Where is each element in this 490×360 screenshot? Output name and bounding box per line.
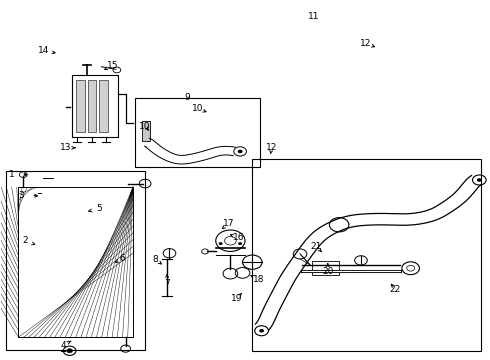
Text: 2: 2 [22,236,27,245]
Bar [76,80,85,132]
Text: 3: 3 [18,190,24,199]
Text: 14: 14 [38,46,49,55]
Circle shape [259,329,264,333]
Bar [19,187,133,337]
Text: 21: 21 [311,242,322,251]
Circle shape [238,242,242,245]
Text: 16: 16 [233,233,245,242]
Text: 13: 13 [60,143,72,152]
Bar [72,75,118,137]
Text: 22: 22 [390,285,401,294]
Text: 10: 10 [192,104,203,113]
Circle shape [477,178,482,182]
Text: 19: 19 [230,294,242,303]
Text: 18: 18 [253,275,265,284]
Circle shape [238,150,243,153]
Circle shape [67,348,73,353]
Bar [252,158,481,351]
Text: 17: 17 [222,219,234,228]
Text: 15: 15 [107,61,118,70]
Text: 12: 12 [360,39,371,48]
Bar [142,121,150,141]
Text: 7: 7 [164,279,170,288]
Text: 9: 9 [185,93,191,102]
Bar [88,80,97,132]
Text: 10: 10 [139,122,151,131]
Bar [99,80,108,132]
Bar [135,98,260,167]
Bar [312,261,339,275]
Bar [19,187,133,337]
Text: 8: 8 [152,255,158,264]
Text: 4: 4 [61,341,67,350]
Text: 5: 5 [96,204,102,213]
Text: 20: 20 [322,267,334,276]
Bar [6,171,145,350]
Text: 6: 6 [120,254,125,263]
Text: 1: 1 [9,170,15,179]
Text: 11: 11 [307,12,319,21]
Circle shape [219,242,222,245]
Text: 12: 12 [266,143,277,152]
